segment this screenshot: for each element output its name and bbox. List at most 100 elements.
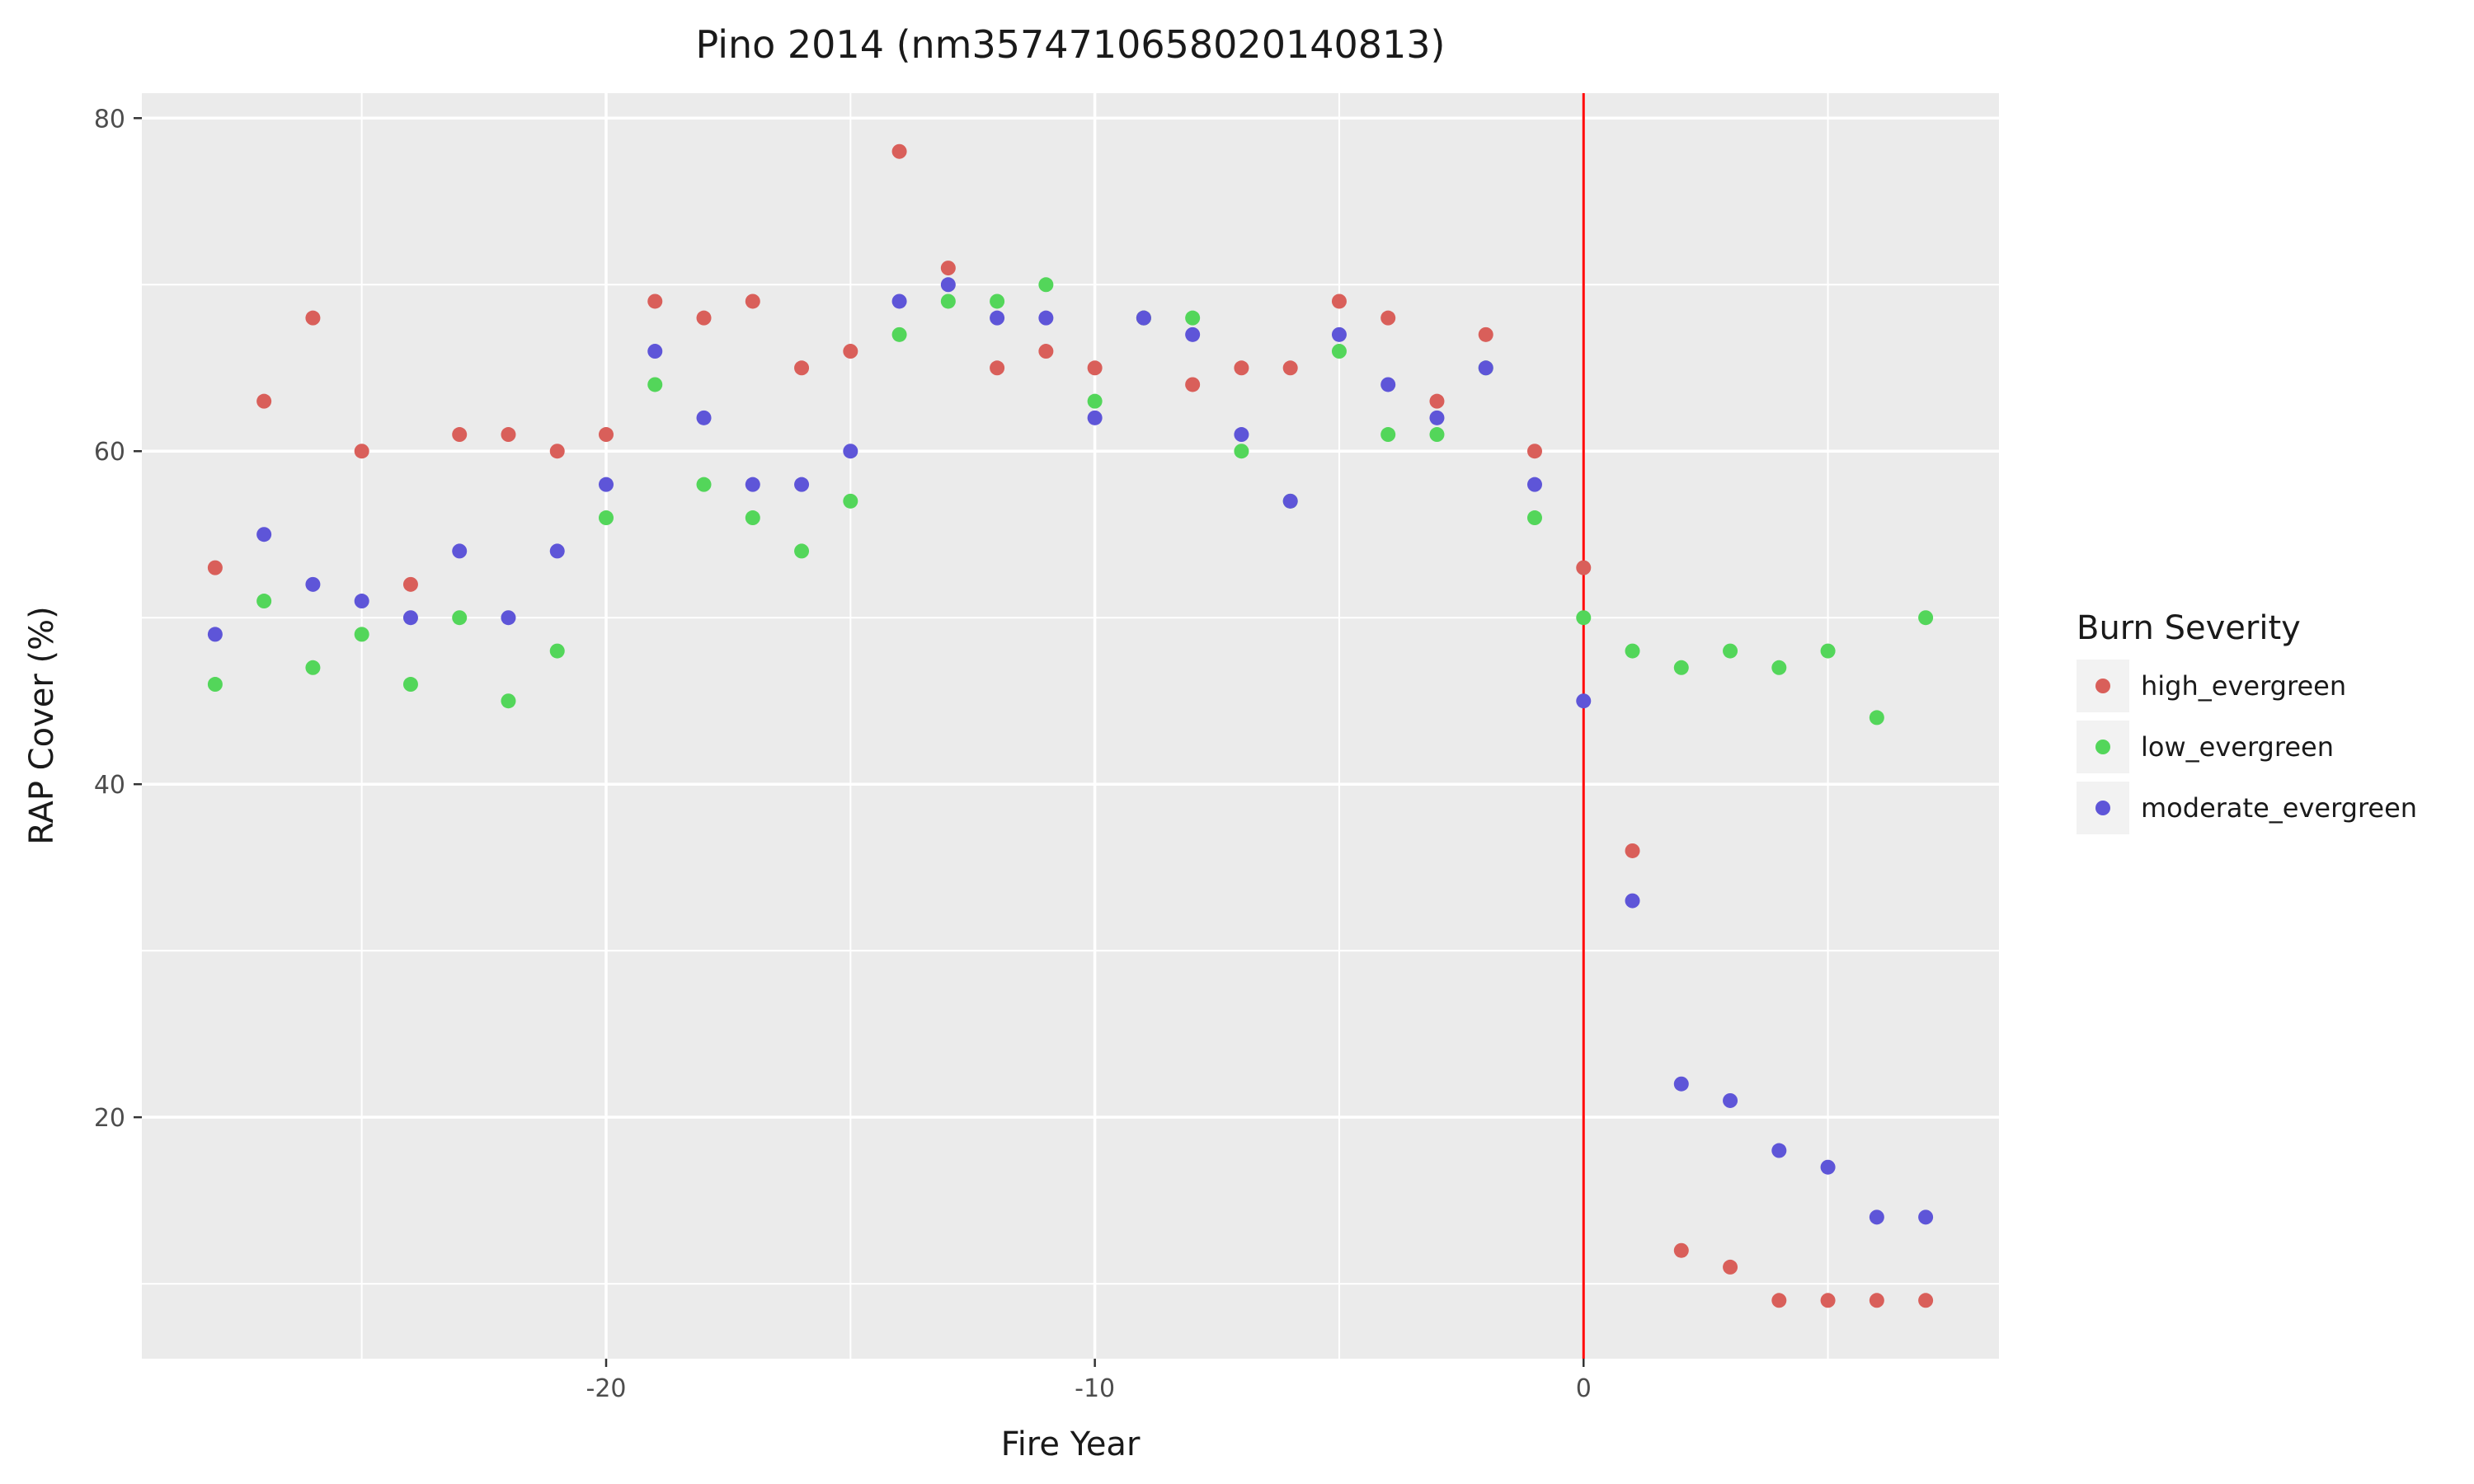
data-point-low_evergreen bbox=[256, 594, 272, 609]
data-point-high_evergreen bbox=[940, 261, 956, 276]
data-point-high_evergreen bbox=[354, 444, 369, 459]
data-point-low_evergreen bbox=[402, 677, 418, 693]
data-point-low_evergreen bbox=[1625, 643, 1640, 659]
data-point-high_evergreen bbox=[402, 576, 418, 592]
data-point-moderate_evergreen bbox=[1576, 693, 1592, 709]
x-tick-label: -20 bbox=[586, 1374, 627, 1403]
data-point-high_evergreen bbox=[1234, 360, 1249, 376]
data-point-low_evergreen bbox=[599, 510, 614, 526]
data-point-low_evergreen bbox=[1869, 710, 1884, 726]
data-point-high_evergreen bbox=[1038, 344, 1054, 359]
data-point-moderate_evergreen bbox=[696, 410, 712, 425]
data-point-high_evergreen bbox=[1331, 294, 1347, 309]
data-point-moderate_evergreen bbox=[1869, 1209, 1884, 1225]
data-point-high_evergreen bbox=[1087, 360, 1103, 376]
data-point-low_evergreen bbox=[501, 693, 516, 709]
data-point-moderate_evergreen bbox=[1723, 1092, 1738, 1108]
data-point-high_evergreen bbox=[891, 143, 907, 159]
data-point-high_evergreen bbox=[452, 427, 468, 443]
data-point-high_evergreen bbox=[501, 427, 516, 443]
data-point-moderate_evergreen bbox=[794, 477, 810, 492]
data-point-low_evergreen bbox=[305, 660, 321, 675]
data-point-low_evergreen bbox=[1429, 427, 1445, 443]
data-point-high_evergreen bbox=[305, 310, 321, 326]
data-point-moderate_evergreen bbox=[1087, 410, 1103, 425]
legend-marker-high_evergreen bbox=[2095, 679, 2110, 693]
y-tick-label: 20 bbox=[94, 1104, 125, 1133]
data-point-high_evergreen bbox=[990, 360, 1005, 376]
data-point-moderate_evergreen bbox=[745, 477, 760, 492]
chart-title: Pino 2014 (nm3574710658020140813) bbox=[695, 22, 1445, 67]
data-point-moderate_evergreen bbox=[501, 610, 516, 626]
data-point-moderate_evergreen bbox=[402, 610, 418, 626]
data-point-high_evergreen bbox=[1869, 1293, 1884, 1308]
y-axis-ticks: 20 40 60 80 bbox=[94, 105, 142, 1133]
legend-title: Burn Severity bbox=[2077, 609, 2301, 647]
data-point-low_evergreen bbox=[1380, 427, 1396, 443]
data-point-high_evergreen bbox=[794, 360, 810, 376]
legend-marker-low_evergreen bbox=[2095, 740, 2110, 754]
data-point-high_evergreen bbox=[549, 444, 565, 459]
data-point-moderate_evergreen bbox=[1234, 427, 1249, 443]
data-point-low_evergreen bbox=[1820, 643, 1836, 659]
data-point-low_evergreen bbox=[354, 627, 369, 642]
data-point-high_evergreen bbox=[1723, 1259, 1738, 1275]
data-point-high_evergreen bbox=[843, 344, 858, 359]
data-point-low_evergreen bbox=[647, 377, 663, 392]
data-point-low_evergreen bbox=[891, 326, 907, 342]
data-point-moderate_evergreen bbox=[990, 310, 1005, 326]
y-tick-label: 40 bbox=[94, 771, 125, 800]
data-point-low_evergreen bbox=[452, 610, 468, 626]
data-point-low_evergreen bbox=[207, 677, 223, 693]
data-point-high_evergreen bbox=[1918, 1293, 1934, 1308]
data-point-moderate_evergreen bbox=[1820, 1159, 1836, 1175]
data-point-high_evergreen bbox=[1282, 360, 1298, 376]
legend-label-low_evergreen: low_evergreen bbox=[2141, 731, 2334, 763]
data-point-high_evergreen bbox=[1576, 560, 1592, 575]
data-points bbox=[207, 143, 1934, 1308]
data-point-low_evergreen bbox=[745, 510, 760, 526]
data-point-moderate_evergreen bbox=[1429, 410, 1445, 425]
data-point-high_evergreen bbox=[207, 560, 223, 575]
data-point-moderate_evergreen bbox=[1625, 893, 1640, 909]
y-tick-label: 80 bbox=[94, 105, 125, 134]
data-point-moderate_evergreen bbox=[940, 277, 956, 293]
data-point-moderate_evergreen bbox=[256, 527, 272, 542]
data-point-moderate_evergreen bbox=[452, 543, 468, 559]
data-point-high_evergreen bbox=[1527, 444, 1542, 459]
data-point-moderate_evergreen bbox=[843, 444, 858, 459]
data-point-moderate_evergreen bbox=[647, 344, 663, 359]
data-point-moderate_evergreen bbox=[599, 477, 614, 492]
data-point-moderate_evergreen bbox=[1136, 310, 1151, 326]
data-point-moderate_evergreen bbox=[354, 594, 369, 609]
data-point-high_evergreen bbox=[1185, 377, 1201, 392]
data-point-low_evergreen bbox=[1527, 510, 1542, 526]
legend-marker-moderate_evergreen bbox=[2095, 801, 2110, 815]
x-axis-title: Fire Year bbox=[1001, 1425, 1141, 1463]
data-point-moderate_evergreen bbox=[1185, 326, 1201, 342]
data-point-low_evergreen bbox=[1771, 660, 1787, 675]
data-point-high_evergreen bbox=[256, 393, 272, 409]
data-point-moderate_evergreen bbox=[305, 576, 321, 592]
data-point-low_evergreen bbox=[1918, 610, 1934, 626]
data-point-low_evergreen bbox=[549, 643, 565, 659]
data-point-low_evergreen bbox=[1234, 444, 1249, 459]
data-point-low_evergreen bbox=[696, 477, 712, 492]
data-point-high_evergreen bbox=[647, 294, 663, 309]
data-point-high_evergreen bbox=[1771, 1293, 1787, 1308]
data-point-moderate_evergreen bbox=[1331, 326, 1347, 342]
data-point-low_evergreen bbox=[940, 294, 956, 309]
y-tick-label: 60 bbox=[94, 438, 125, 467]
legend-label-high_evergreen: high_evergreen bbox=[2141, 670, 2346, 702]
data-point-high_evergreen bbox=[1625, 843, 1640, 858]
data-point-high_evergreen bbox=[599, 427, 614, 443]
data-point-high_evergreen bbox=[1673, 1242, 1689, 1258]
data-point-moderate_evergreen bbox=[549, 543, 565, 559]
x-tick-label: -10 bbox=[1075, 1374, 1115, 1403]
data-point-low_evergreen bbox=[990, 294, 1005, 309]
x-tick-label: 0 bbox=[1576, 1374, 1592, 1403]
data-point-high_evergreen bbox=[745, 294, 760, 309]
data-point-high_evergreen bbox=[1820, 1293, 1836, 1308]
data-point-low_evergreen bbox=[794, 543, 810, 559]
data-point-high_evergreen bbox=[1478, 326, 1493, 342]
